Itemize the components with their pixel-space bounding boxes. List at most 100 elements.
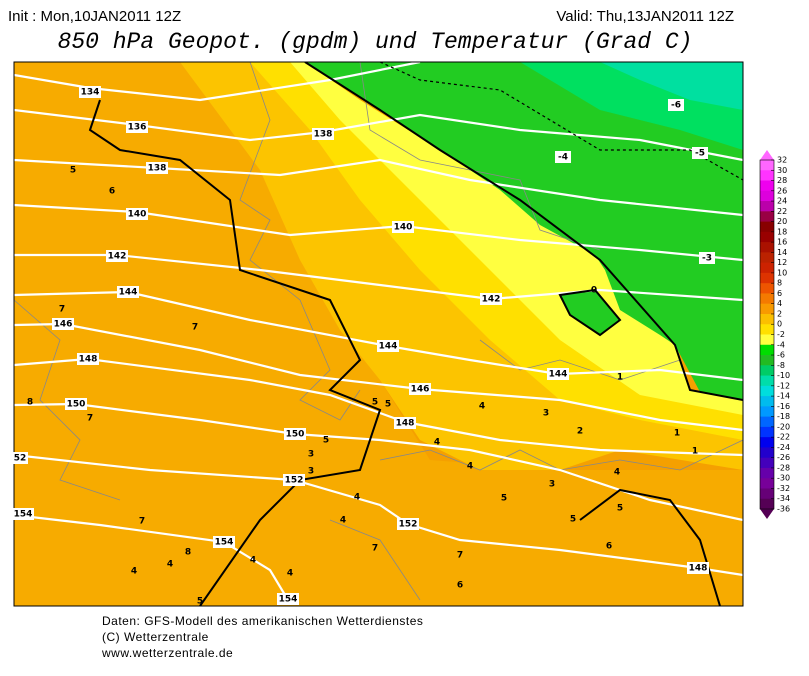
temperature-label: -3 <box>702 254 712 264</box>
colorbar-segment <box>760 160 774 171</box>
temperature-label: 3 <box>549 480 555 490</box>
colorbar-label: -16 <box>777 402 790 411</box>
colorbar-label: 32 <box>777 156 787 165</box>
colorbar-label: 22 <box>777 207 787 216</box>
geopotential-label-bg <box>377 340 399 352</box>
temperature-label: 4 <box>131 567 137 577</box>
temperature-label: 6 <box>109 187 115 197</box>
colorbar-segment <box>760 190 774 202</box>
geopotential-label-bg <box>65 398 87 410</box>
colorbar-label: -6 <box>777 351 785 360</box>
temperature-label-bg <box>668 99 684 111</box>
cold-region <box>560 290 620 335</box>
temperature-label-bg <box>692 147 708 159</box>
temperature-label: 6 <box>606 542 612 552</box>
contour-labels: 1341361381381401401421421441441441461461… <box>12 86 715 607</box>
colorbar-segment <box>760 201 774 212</box>
temperature-label: -4 <box>558 153 568 163</box>
geopotential-label: 154 <box>215 538 234 548</box>
colorbar-segment <box>760 406 774 418</box>
temperature-label: 4 <box>250 556 256 566</box>
geopotential-label-bg <box>277 593 299 605</box>
temperature-label: 4 <box>614 468 620 478</box>
geopotential-label: 146 <box>54 320 73 330</box>
geopotential-label: 142 <box>108 252 127 262</box>
geopotential-label-bg <box>106 250 128 262</box>
colorbar-label: -34 <box>777 494 790 503</box>
colorbar-segment <box>760 355 774 366</box>
geopotential-label: 150 <box>67 400 86 410</box>
geopotential-label-bg <box>52 318 74 330</box>
geopotential-label: 138 <box>148 164 167 174</box>
geopotential-label-bg <box>312 128 334 140</box>
colorbar-segment <box>760 211 774 223</box>
geopotential-label-bg <box>284 428 306 440</box>
colorbar-label: -30 <box>777 474 790 483</box>
colorbar-segment <box>760 375 774 387</box>
temperature-label: 7 <box>139 517 145 527</box>
geopotential-label: 146 <box>411 385 430 395</box>
colorbar-label: -32 <box>777 484 790 493</box>
colorbar-segment <box>760 447 774 459</box>
geopotential-label: 136 <box>128 123 147 133</box>
colorbar-label: 6 <box>777 289 782 298</box>
geopotential-label: 52 <box>14 454 27 464</box>
colorbar-label: 26 <box>777 186 787 195</box>
temperature-label: 8 <box>27 398 33 408</box>
temperature-label: 1 <box>617 373 623 383</box>
colorbar-label: -36 <box>777 505 790 514</box>
colorbar-segment <box>760 262 774 274</box>
colorbar-cap <box>760 150 774 160</box>
colorbar-label: -26 <box>777 453 790 462</box>
colorbar-segment <box>760 344 774 356</box>
colorbar-label: -22 <box>777 433 790 442</box>
colorbar-segment <box>760 180 774 192</box>
geopotential-label-bg <box>12 508 34 520</box>
geopotential-label-bg <box>283 474 305 486</box>
colorbar-segment <box>760 313 774 325</box>
colorbar-label: -10 <box>777 371 790 380</box>
footer-copyright: (C) Wetterzentrale <box>102 630 209 644</box>
colorbar-segment <box>760 467 774 479</box>
geopotential-label: 148 <box>79 355 98 365</box>
temperature-label: 4 <box>479 402 485 412</box>
init-time: Init : Mon,10JAN2011 12Z <box>8 8 181 25</box>
geopotential-label: 150 <box>286 430 305 440</box>
colorbar-segment <box>760 221 774 233</box>
temperature-label-bg <box>555 151 571 163</box>
colorbar-segment <box>760 334 774 346</box>
temperature-label: 5 <box>385 400 391 410</box>
footer-url: www.wetterzentrale.de <box>101 646 233 660</box>
geopotential-label-bg <box>117 286 139 298</box>
colorbar-label: 0 <box>777 320 782 329</box>
geopotential-label: 148 <box>396 419 415 429</box>
temperature-label: 5 <box>323 436 329 446</box>
colorbar-label: 4 <box>777 299 782 308</box>
temperature-label: 4 <box>340 516 346 526</box>
coastlines <box>14 62 743 601</box>
geopotential-label: 144 <box>379 342 398 352</box>
geopotential-label: 140 <box>128 210 147 220</box>
temperature-label: 6 <box>457 581 463 591</box>
map-title: 850 hPa Geopot. (gpdm) und Temperatur (G… <box>58 29 693 55</box>
colorbar-label: -14 <box>777 392 790 401</box>
temperature-label: 5 <box>570 515 576 525</box>
colorbar-label: -18 <box>777 412 790 421</box>
colorbar-cap <box>760 509 774 519</box>
geopotential-label: 144 <box>549 370 568 380</box>
colorbar-segment <box>760 488 774 500</box>
temperature-label: 4 <box>434 438 440 448</box>
geopotential-label-bg <box>79 86 101 98</box>
temperature-label: 3 <box>308 467 314 477</box>
colorbar-segment <box>760 498 774 510</box>
colorbar-label: 14 <box>777 248 787 257</box>
colorbar-label: 10 <box>777 268 787 277</box>
colorbar: 32302826242220181614121086420-2-4-6-8-10… <box>759 150 790 519</box>
cold-region <box>305 62 743 400</box>
map-area <box>14 62 743 606</box>
colorbar-segment <box>760 231 774 243</box>
colorbar-segment <box>760 416 774 428</box>
temperature-label: 7 <box>192 323 198 333</box>
geopotential-label: 140 <box>394 223 413 233</box>
temperature-label: 3 <box>308 450 314 460</box>
